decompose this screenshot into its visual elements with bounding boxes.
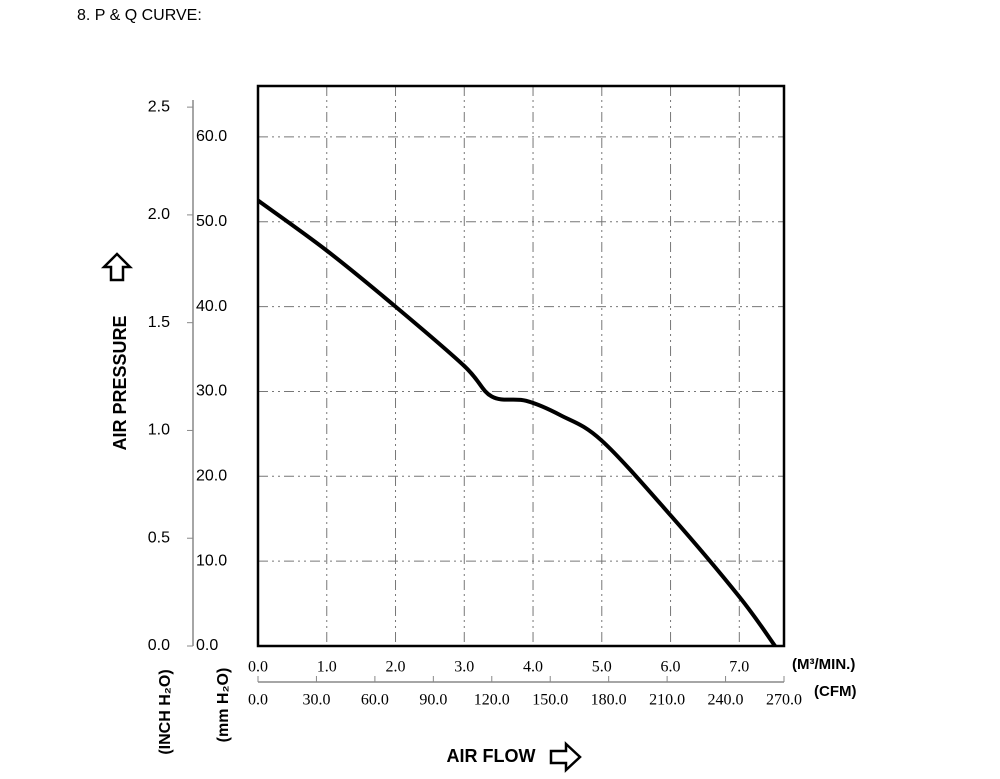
y2-tick-label: 1.5 (148, 314, 170, 331)
x2-tick-label: 270.0 (766, 692, 802, 709)
x2-tick-label: 0.0 (248, 692, 268, 709)
x2-tick-label: 210.0 (649, 692, 685, 709)
x-tick-label: 0.0 (248, 659, 268, 676)
y-tick-label: 20.0 (196, 468, 227, 485)
y-tick-label: 10.0 (196, 552, 227, 569)
x-axis-label: AIR FLOW (447, 746, 536, 766)
x2-tick-label: 180.0 (591, 692, 627, 709)
pq-curve (256, 198, 777, 648)
chart-title: 8. P & Q CURVE: (77, 7, 202, 24)
y-axis-label: AIR PRESSURE (110, 315, 130, 450)
y2-tick-label: 2.5 (148, 98, 170, 115)
x-tick-label: 4.0 (523, 659, 543, 676)
y-tick-label: 50.0 (196, 213, 227, 230)
y-tick-label: 0.0 (196, 637, 218, 654)
x2-tick-label: 120.0 (474, 692, 510, 709)
x2-unit: (CFM) (814, 683, 856, 700)
x2-tick-label: 30.0 (302, 692, 330, 709)
x-tick-label: 2.0 (386, 659, 406, 676)
x-tick-label: 5.0 (592, 659, 612, 676)
y-tick-label: 40.0 (196, 298, 227, 315)
y-tick-label: 30.0 (196, 383, 227, 400)
up-arrow (100, 252, 134, 282)
y-tick-label: 60.0 (196, 128, 227, 145)
right-arrow (549, 741, 582, 773)
y-unit: (mm H₂O) (215, 668, 232, 743)
x-tick-label: 3.0 (454, 659, 474, 676)
plot-frame (256, 84, 786, 648)
x-tick-label: 1.0 (317, 659, 337, 676)
x2-tick-label: 60.0 (361, 692, 389, 709)
x2-tick-label: 150.0 (532, 692, 568, 709)
x-tick-label: 6.0 (661, 659, 681, 676)
x-tick-label: 7.0 (729, 659, 749, 676)
x2-tick-label: 90.0 (419, 692, 447, 709)
x2-tick-label: 240.0 (708, 692, 744, 709)
y2-tick-label: 0.0 (148, 637, 170, 654)
y2-tick-label: 0.5 (148, 529, 170, 546)
y2-tick-label: 2.0 (148, 206, 170, 223)
y2-tick-label: 1.0 (148, 422, 170, 439)
y2-unit: (INCH H₂O) (157, 669, 174, 754)
x-unit: (M³/MIN.) (792, 656, 855, 673)
